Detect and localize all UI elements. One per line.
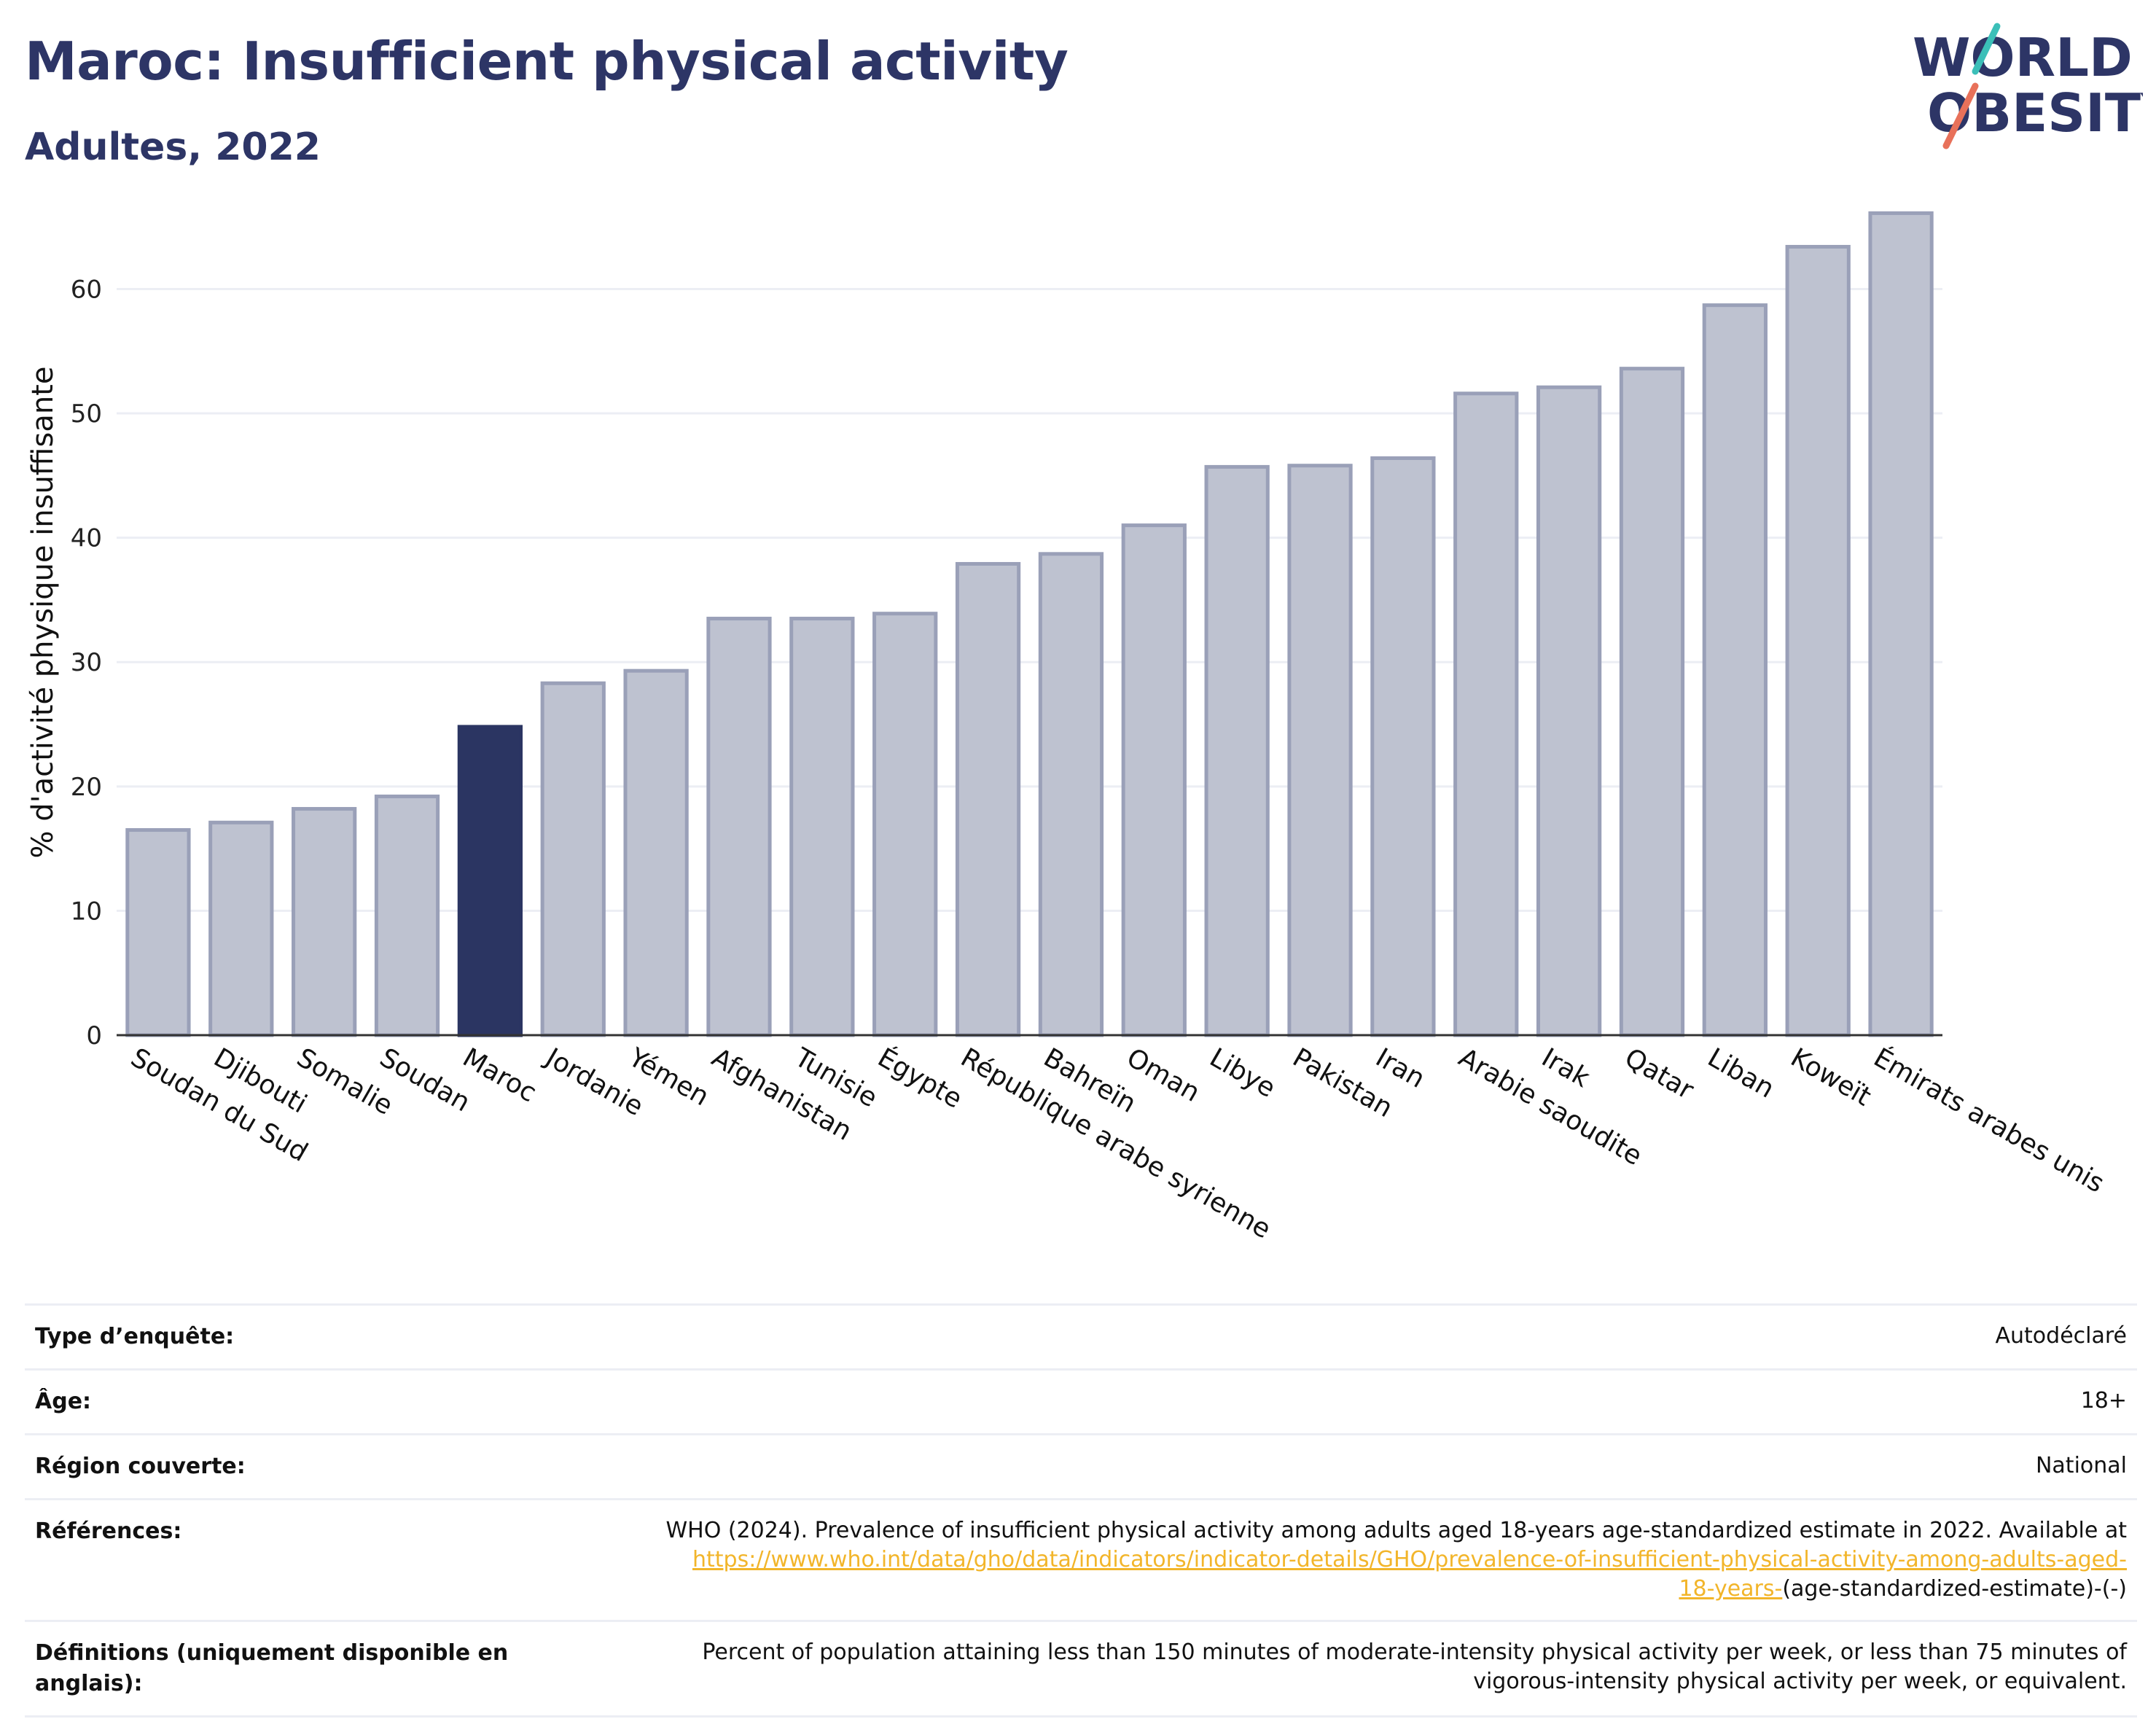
info-row-definitions: Définitions (uniquement disponible en an… (25, 1620, 2137, 1718)
y-tick-label: 10 (71, 897, 102, 926)
info-row-survey-type: Type d’enquête: Autodéclaré (25, 1303, 2137, 1368)
x-tick-label: Liban (1703, 1042, 1779, 1104)
bar-oman[interactable] (1121, 523, 1187, 1037)
bar--mirats-arabes-unis[interactable] (1868, 211, 1934, 1037)
definitions-line-2: vigorous-intensity physical activity per… (1473, 1669, 2127, 1694)
page-subtitle: Adultes, 2022 (25, 125, 321, 169)
bar-tunisie[interactable] (789, 617, 855, 1037)
bar-bahre-n[interactable] (1038, 552, 1104, 1037)
bar-pakistan[interactable] (1287, 464, 1353, 1037)
y-tick-label: 30 (71, 648, 102, 677)
info-row-region: Région couverte: National (25, 1433, 2137, 1498)
bar-r-publique-arabe-syrienne[interactable] (955, 561, 1021, 1037)
bar-chart: 0 10 20 30 40 50 60 Soudan du SudDjiboutiSomal… (26, 211, 2109, 1245)
bars (125, 211, 1934, 1037)
x-tick-label: Libye (1205, 1042, 1281, 1104)
x-tick-label: Égypte (872, 1042, 967, 1114)
definitions-label: Définitions (uniquement disponible en an… (35, 1640, 509, 1696)
bar-somalie[interactable] (292, 807, 357, 1037)
x-tick-label: Émirats arabes unis (1869, 1042, 2110, 1198)
logo-slash-teal (1972, 23, 2001, 75)
definitions-value: Percent of population attaining less tha… (560, 1638, 2127, 1696)
references-tail: (age-standardized-estimate)-(-) (1782, 1576, 2127, 1602)
bar-soudan-du-sud[interactable] (125, 828, 191, 1037)
references-link-1[interactable]: https://www.who.int/data/gho/data/indica… (692, 1547, 2127, 1572)
definitions-line-1: Percent of population attaining less tha… (702, 1640, 2127, 1665)
x-tick-label: Somalie (292, 1042, 397, 1121)
region-label: Région couverte: (35, 1454, 246, 1479)
y-tick-label: 50 (71, 399, 102, 429)
bar-iran[interactable] (1370, 456, 1436, 1037)
bar-arabie-saoudite[interactable] (1453, 391, 1519, 1037)
age-value: 18+ (2080, 1388, 2127, 1414)
bar-afghanistan[interactable] (706, 617, 772, 1037)
logo-slash-coral (1942, 82, 1979, 149)
y-tick-labels: 0 10 20 30 40 50 60 (71, 275, 102, 1050)
bar-jordanie[interactable] (540, 681, 606, 1037)
age-label: Âge: (35, 1389, 92, 1414)
y-axis-label: % d'activité physique insuffisante (26, 367, 60, 859)
info-table: Type d’enquête: Autodéclaré Âge: 18+ Rég… (25, 1303, 2137, 1718)
y-tick-label: 20 (71, 773, 102, 802)
bar-kowe-t[interactable] (1785, 244, 1851, 1037)
bar-djibouti[interactable] (208, 820, 274, 1037)
info-row-references: Références: WHO (2024). Prevalence of in… (25, 1498, 2137, 1620)
references-value: WHO (2024). Prevalence of insufficient p… (560, 1516, 2127, 1604)
references-label: Références: (35, 1518, 182, 1544)
bar-liban[interactable] (1702, 303, 1768, 1037)
bar-libye[interactable] (1204, 464, 1270, 1037)
y-tick-label: 60 (71, 275, 102, 304)
survey-type-value: Autodéclaré (1995, 1323, 2128, 1349)
bar-qatar[interactable] (1619, 367, 1685, 1037)
bar-irak[interactable] (1536, 385, 1602, 1037)
y-tick-label: 0 (86, 1021, 102, 1050)
x-tick-label: Irak (1536, 1042, 1595, 1093)
x-tick-label: Koweït (1786, 1042, 1876, 1112)
bar--gypte[interactable] (872, 612, 938, 1037)
info-row-age: Âge: 18+ (25, 1368, 2137, 1433)
logo-line1: WORLD (1913, 27, 2133, 88)
y-tick-label: 40 (71, 524, 102, 553)
bar-soudan[interactable] (374, 794, 440, 1037)
survey-type-label: Type d’enquête: (35, 1324, 235, 1349)
region-value: National (2035, 1453, 2127, 1478)
bar-y-men[interactable] (623, 668, 689, 1037)
bar-maroc[interactable] (457, 725, 523, 1037)
world-obesity-logo: WORLD OBESITY (1913, 23, 2143, 149)
page-title: Maroc: Insufficient physical activity (25, 31, 1069, 92)
references-text: WHO (2024). Prevalence of insufficient p… (665, 1518, 2127, 1543)
references-link-2[interactable]: 18-years- (1679, 1576, 1783, 1602)
x-tick-label: Afghanistan (706, 1042, 856, 1147)
x-tick-label: Qatar (1620, 1042, 1698, 1105)
